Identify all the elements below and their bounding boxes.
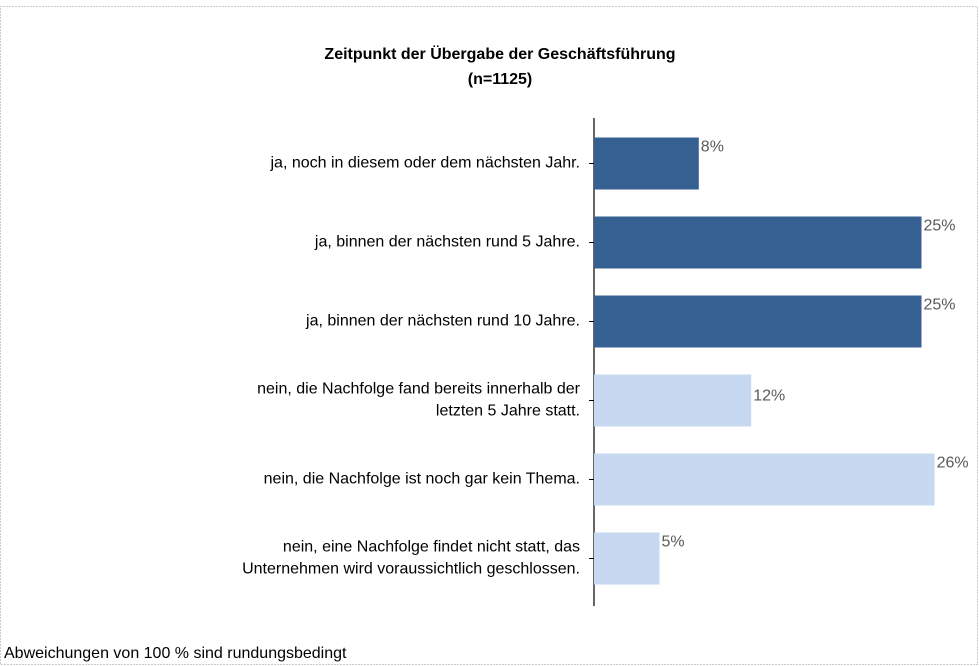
chart-title: Zeitpunkt der Übergabe der Geschäftsführ… [324, 44, 675, 63]
bar [594, 137, 699, 190]
value-label: 12% [753, 388, 785, 405]
category-label: nein, die Nachfolge ist noch gar kein Th… [264, 471, 580, 488]
value-label: 5% [662, 534, 685, 551]
chart-subtitle: (n=1125) [468, 71, 532, 88]
bar [594, 295, 922, 348]
category-label: ja, binnen der nächsten rund 5 Jahre. [314, 234, 580, 251]
category-label: ja, noch in diesem oder dem nächsten Jah… [269, 155, 580, 172]
bar [594, 532, 660, 585]
category-label: nein, die Nachfolge fand bereits innerha… [257, 381, 581, 420]
bar [594, 374, 752, 427]
value-label: 25% [924, 218, 956, 235]
bar [594, 453, 935, 506]
value-label: 8% [701, 139, 724, 156]
frame [0, 6, 978, 665]
category-label: ja, binnen der nächsten rund 10 Jahre. [305, 313, 580, 330]
value-label: 25% [924, 297, 956, 314]
category-label: nein, eine Nachfolge findet nicht statt,… [242, 539, 580, 578]
value-label: 26% [937, 455, 969, 472]
footnote: Abweichungen von 100 % sind rundungsbedi… [4, 645, 347, 662]
bar [594, 216, 922, 269]
